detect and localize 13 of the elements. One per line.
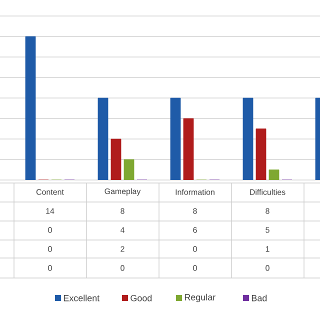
legend-label: Regular xyxy=(184,294,216,302)
bar xyxy=(170,98,181,180)
legend-label: Bad xyxy=(252,294,267,302)
legend-label: Excellent xyxy=(64,294,100,302)
bar xyxy=(183,118,194,180)
legend-label: Good xyxy=(130,294,152,302)
bar xyxy=(242,98,254,180)
bar xyxy=(98,98,108,180)
bar xyxy=(256,128,266,180)
bar xyxy=(124,159,134,180)
bar xyxy=(25,36,36,180)
bar xyxy=(110,138,122,180)
bar xyxy=(268,170,280,180)
